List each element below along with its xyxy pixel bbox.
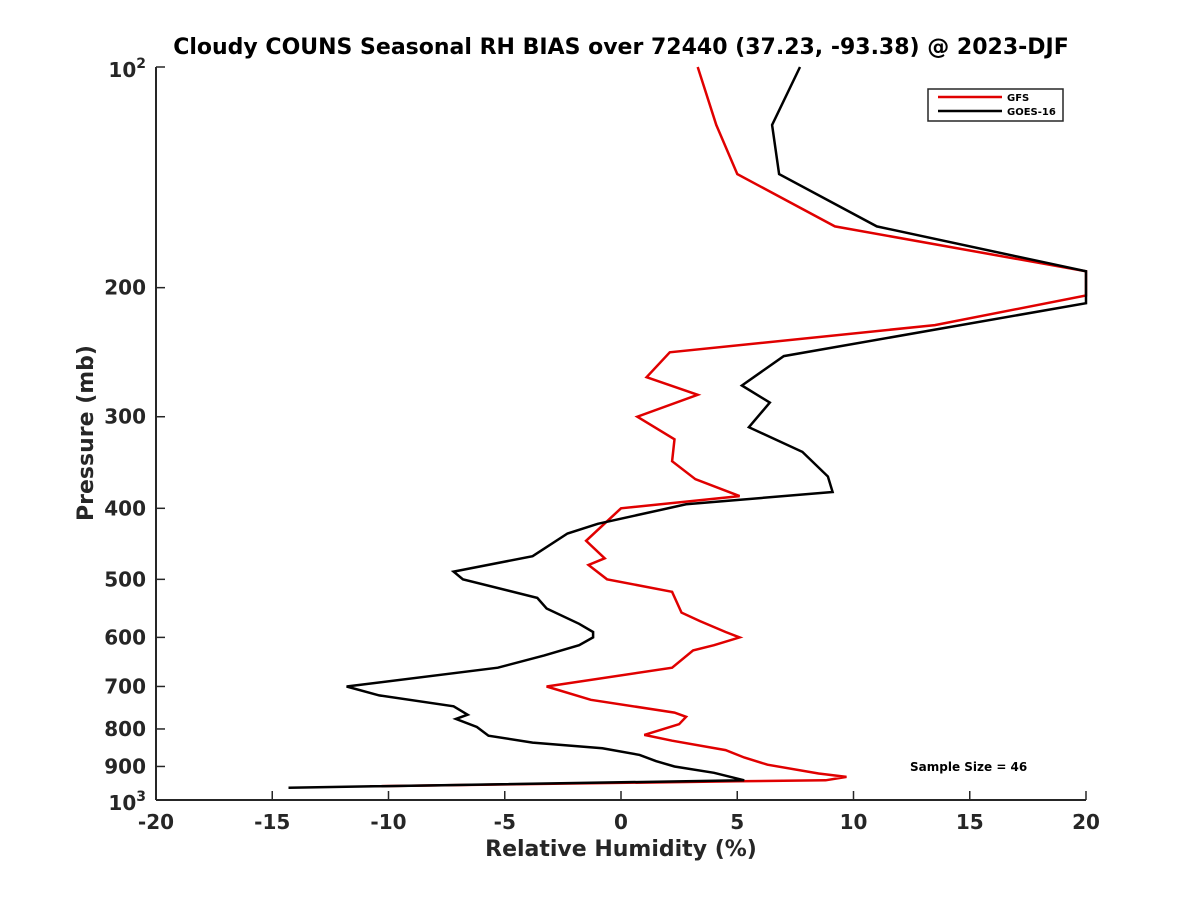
chart-title: Cloudy COUNS Seasonal RH BIAS over 72440… [173,35,1069,60]
series-line-goes16 [288,66,1088,789]
y-tick-bottom-exp: 3 [136,789,146,805]
y-tick-bottom-base: 10 [108,791,136,815]
y-tick-label: 400 [104,496,146,520]
legend-box [927,88,1064,122]
sample-size-annotation: Sample Size = 46 [910,760,1027,774]
y-tick-label: 800 [104,717,146,741]
x-tick-label: -5 [494,810,516,834]
x-tick-label: 5 [730,810,744,834]
x-axis-ticks: -20 -15 -10 -5 0 5 10 15 20 [138,791,1100,834]
legend-label-goes16: GOES-16 [1007,107,1056,118]
x-axis-label: Relative Humidity (%) [485,837,757,862]
y-tick-top-exp: 2 [136,56,146,72]
y-tick-label-bottom: 103 [108,789,146,815]
x-tick-label: 0 [614,810,628,834]
x-tick-label: 15 [956,810,984,834]
y-tick-label: 900 [104,754,146,778]
x-tick-label: -15 [254,810,290,834]
x-tick-label: -10 [370,810,406,834]
y-tick-label: 200 [104,276,146,300]
x-tick-label: -20 [138,810,174,834]
y-tick-label: 500 [104,567,146,591]
legend-label-gfs: GFS [1007,93,1029,104]
x-tick-label: 20 [1072,810,1100,834]
plot-area [288,66,1088,789]
y-tick-label: 700 [104,674,146,698]
y-axis-label: Pressure (mb) [74,345,99,521]
x-tick-label: 10 [840,810,868,834]
y-tick-label: 300 [104,405,146,429]
y-axis-ticks: 200 300 400 500 600 700 800 900 [104,66,165,801]
series-line-gfs [369,66,1088,788]
y-tick-label-top: 102 [108,56,146,82]
y-tick-label: 600 [104,625,146,649]
y-tick-top-base: 10 [108,58,136,82]
legend: GFS GOES-16 [927,88,1064,122]
